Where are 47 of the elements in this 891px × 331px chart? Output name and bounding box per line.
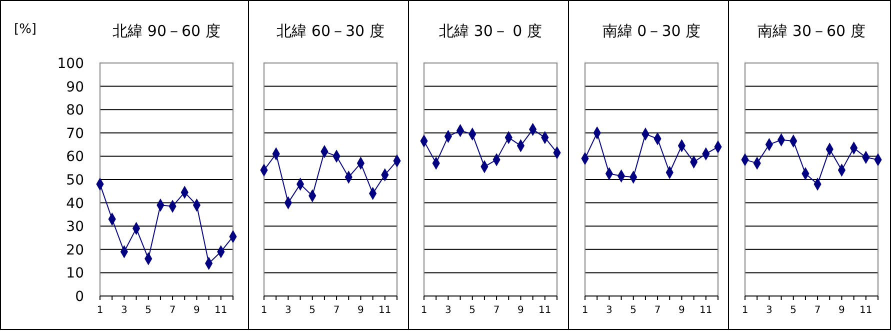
x-tick-label: 7: [169, 305, 176, 316]
x-tick-label: 11: [700, 305, 712, 316]
y-tick-label: 10: [66, 266, 84, 282]
x-tick-label: 3: [284, 305, 292, 316]
chart-title: 北緯 90－60 度: [112, 22, 220, 40]
x-tick-label: 3: [120, 305, 128, 316]
y-tick-label: 60: [66, 149, 84, 166]
x-tick-label: 9: [518, 305, 524, 316]
y-axis-title: [%]: [14, 22, 36, 37]
x-tick-label: 7: [654, 305, 661, 316]
x-tick-label: 11: [860, 305, 872, 316]
x-tick-label: 5: [145, 305, 152, 316]
y-tick-label: 90: [66, 79, 84, 96]
x-tick-label: 9: [838, 305, 845, 316]
y-tick-label: 30: [66, 219, 84, 236]
x-tick-label: 11: [214, 305, 228, 316]
y-tick-label: 50: [66, 172, 84, 188]
x-tick-label: 5: [630, 305, 637, 316]
x-tick-label: 9: [194, 305, 200, 316]
y-tick-label: 40: [66, 196, 84, 212]
x-tick-label: 7: [333, 305, 340, 316]
x-tick-label: 9: [358, 305, 364, 316]
x-tick-label: 9: [678, 305, 685, 316]
x-tick-label: 5: [790, 305, 797, 316]
y-tick-label: 70: [66, 126, 84, 142]
x-tick-label: 7: [493, 305, 500, 316]
x-tick-label: 1: [742, 305, 748, 316]
y-tick-label: 100: [57, 56, 84, 72]
x-tick-label: 1: [582, 305, 588, 316]
x-tick-label: 11: [538, 305, 552, 316]
x-tick-label: 1: [260, 305, 268, 316]
chart-title: 北緯 30－ 0 度: [439, 22, 542, 40]
x-tick-label: 3: [444, 305, 452, 316]
chart-title: 南緯 0－30 度: [602, 22, 701, 40]
x-tick-label: 1: [420, 305, 428, 316]
x-tick-label: 11: [378, 305, 392, 316]
x-tick-label: 3: [606, 305, 612, 316]
x-tick-label: 7: [814, 305, 821, 316]
x-tick-label: 5: [469, 305, 476, 316]
x-tick-label: 1: [96, 305, 104, 316]
x-tick-label: 5: [309, 305, 316, 316]
y-tick-label: 0: [75, 289, 84, 305]
y-tick-label: 80: [66, 102, 84, 119]
chart-title: 北緯 60－30 度: [276, 22, 384, 40]
chart-title: 南緯 30－60 度: [758, 22, 866, 40]
x-tick-label: 3: [766, 305, 772, 316]
y-tick-label: 20: [66, 242, 84, 258]
